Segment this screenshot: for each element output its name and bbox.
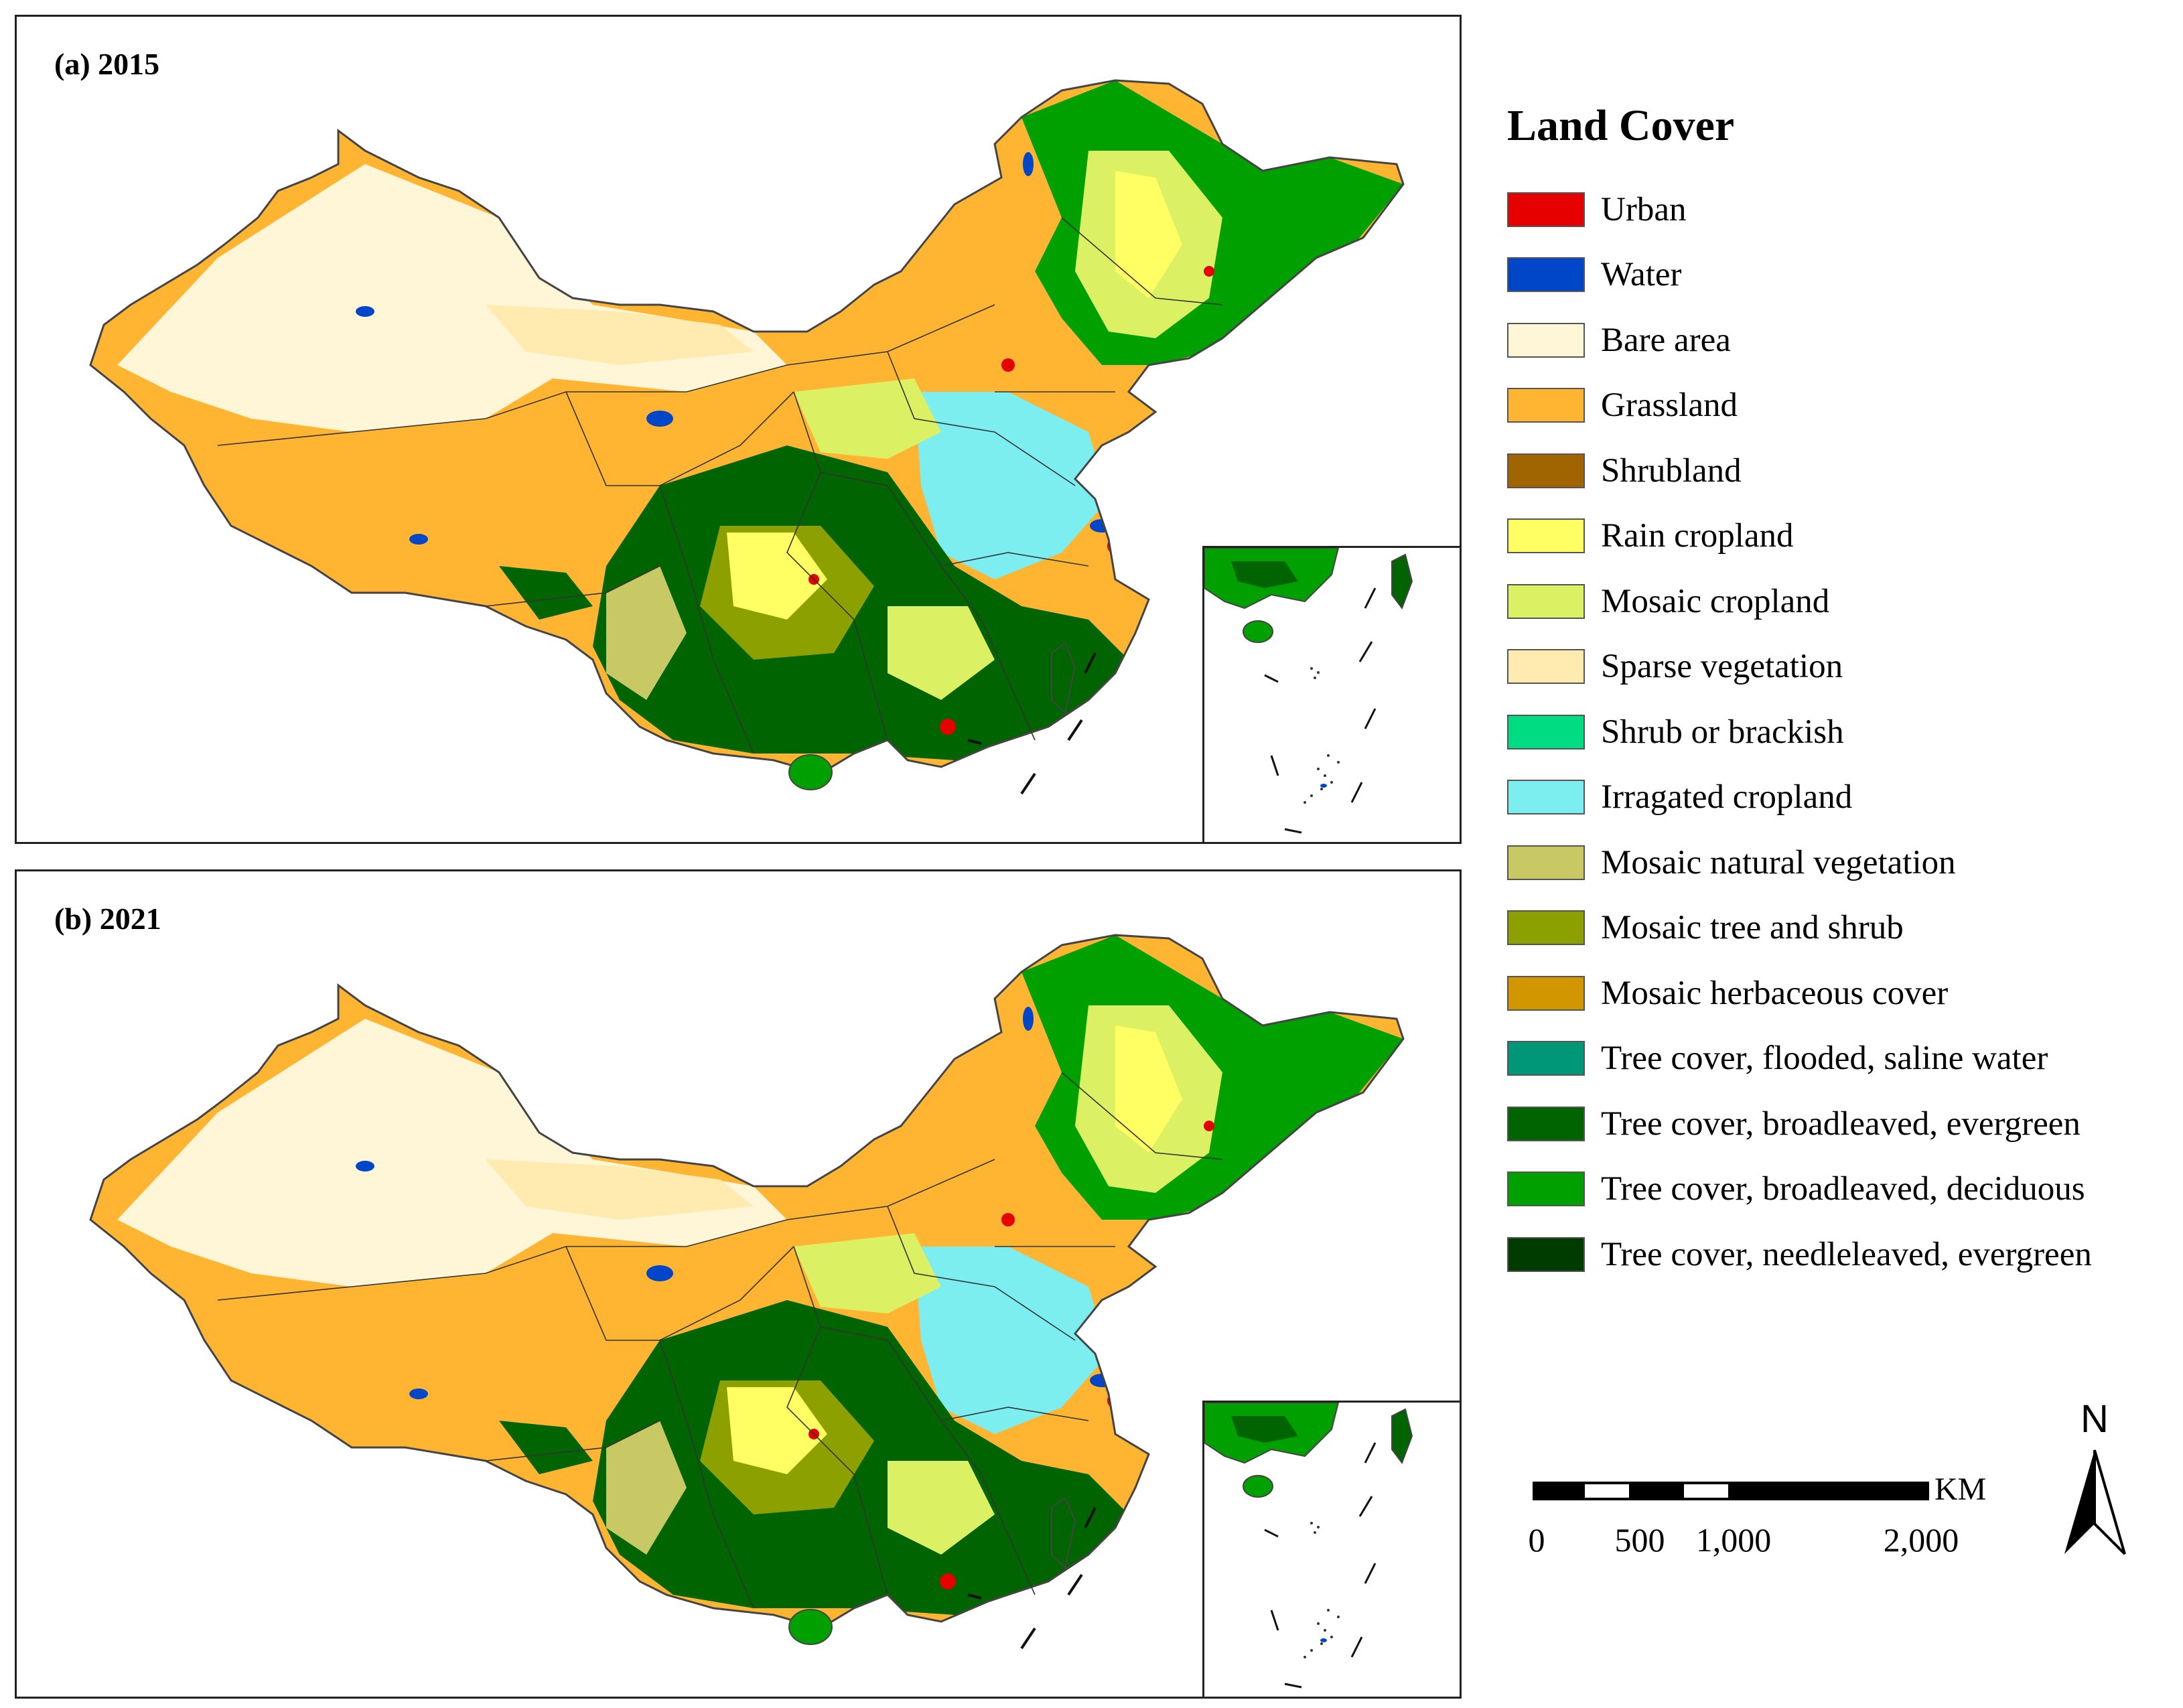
legend-swatch xyxy=(1507,388,1585,423)
legend-swatch xyxy=(1507,583,1585,619)
scale-bar-segment xyxy=(1731,1482,1929,1500)
legend-label: Mosaic cropland xyxy=(1601,582,1830,620)
legend-swatch xyxy=(1507,257,1585,293)
legend-swatch xyxy=(1507,1236,1585,1272)
legend-swatch xyxy=(1507,714,1585,750)
legend-swatch xyxy=(1507,1106,1585,1141)
legend-label: Shrubland xyxy=(1601,451,1742,490)
legend-item: Tree cover, broadleaved, evergreen xyxy=(1507,1091,2177,1157)
north-label: N xyxy=(2081,1397,2109,1441)
scale-bar-tick: 2,000 xyxy=(1883,1521,1959,1559)
scale-bar-tick: 1,000 xyxy=(1695,1521,1772,1559)
legend-swatch xyxy=(1507,192,1585,227)
legend-swatch xyxy=(1507,453,1585,488)
south-china-sea-inset xyxy=(1202,546,1460,842)
legend-item: Irragated cropland xyxy=(1507,765,2177,831)
north-arrow-icon xyxy=(2064,1449,2126,1555)
legend-swatch xyxy=(1507,845,1585,880)
legend: Land Cover Urban Water Bare area Grassland S… xyxy=(1507,100,2177,1287)
scale-bar-segment xyxy=(1681,1482,1731,1500)
legend-swatch xyxy=(1507,910,1585,946)
legend-item: Urban xyxy=(1507,177,2177,242)
legend-swatch xyxy=(1507,1171,1585,1207)
legend-label: Mosaic herbaceous cover xyxy=(1601,974,1949,1012)
legend-label: Tree cover, broadleaved, deciduous xyxy=(1601,1170,2085,1208)
scale-bar-segment xyxy=(1533,1482,1582,1500)
legend-item: Tree cover, flooded, saline water xyxy=(1507,1026,2177,1092)
scale-bar-tick: 0 xyxy=(1528,1521,1545,1559)
legend-label: Tree cover, needleleaved, evergreen xyxy=(1601,1235,2092,1273)
legend-item: Water xyxy=(1507,242,2177,308)
scale-bar-unit: KM xyxy=(1934,1472,1987,1507)
legend-item: Shrub or brackish xyxy=(1507,699,2177,765)
legend-swatch xyxy=(1507,322,1585,358)
legend-label: Bare area xyxy=(1601,321,1731,359)
legend-label: Urban xyxy=(1601,190,1687,228)
legend-label: Shrub or brackish xyxy=(1601,713,1844,751)
panel-title: (b) 2021 xyxy=(54,902,161,936)
legend-label: Irragated cropland xyxy=(1601,778,1853,816)
legend-label: Mosaic natural vegetation xyxy=(1601,843,1956,881)
legend-item: Sparse vegetation xyxy=(1507,634,2177,700)
scale-bar-tick: 500 xyxy=(1614,1521,1665,1559)
legend-item: Bare area xyxy=(1507,307,2177,373)
south-china-sea-inset xyxy=(1202,1401,1460,1697)
map-panel-2021: (b) 2021 xyxy=(15,869,1462,1699)
legend-item: Grassland xyxy=(1507,373,2177,439)
scale-bar: KM 0 500 1,000 2,000 xyxy=(1529,1472,2001,1621)
legend-label: Tree cover, flooded, saline water xyxy=(1601,1040,2048,1078)
legend-item: Tree cover, needleleaved, evergreen xyxy=(1507,1222,2177,1287)
legend-swatch xyxy=(1507,780,1585,815)
legend-item: Tree cover, broadleaved, deciduous xyxy=(1507,1157,2177,1222)
legend-item: Rain cropland xyxy=(1507,504,2177,569)
legend-label: Tree cover, broadleaved, evergreen xyxy=(1601,1105,2081,1143)
legend-item: Shrubland xyxy=(1507,438,2177,504)
legend-items: Urban Water Bare area Grassland Shrubland Rai… xyxy=(1507,177,2177,1287)
legend-item: Mosaic natural vegetation xyxy=(1507,830,2177,896)
legend-item: Mosaic herbaceous cover xyxy=(1507,960,2177,1026)
legend-label: Mosaic tree and shrub xyxy=(1601,909,1904,947)
legend-label: Rain cropland xyxy=(1601,517,1794,555)
scale-bar-segment xyxy=(1582,1482,1632,1500)
legend-title: Land Cover xyxy=(1507,101,1735,150)
map-panel-2015: (a) 2015 xyxy=(15,15,1462,844)
legend-label: Sparse vegetation xyxy=(1601,648,1843,686)
legend-item: Mosaic tree and shrub xyxy=(1507,896,2177,961)
panel-title: (a) 2015 xyxy=(54,47,160,81)
legend-item: Mosaic cropland xyxy=(1507,569,2177,634)
legend-label: Water xyxy=(1601,256,1682,294)
legend-swatch xyxy=(1507,975,1585,1011)
legend-swatch xyxy=(1507,518,1585,554)
legend-swatch xyxy=(1507,1041,1585,1076)
legend-label: Grassland xyxy=(1601,386,1738,425)
scale-bar-segment xyxy=(1632,1482,1681,1500)
north-arrow: N xyxy=(2058,1397,2131,1557)
legend-swatch xyxy=(1507,649,1585,685)
